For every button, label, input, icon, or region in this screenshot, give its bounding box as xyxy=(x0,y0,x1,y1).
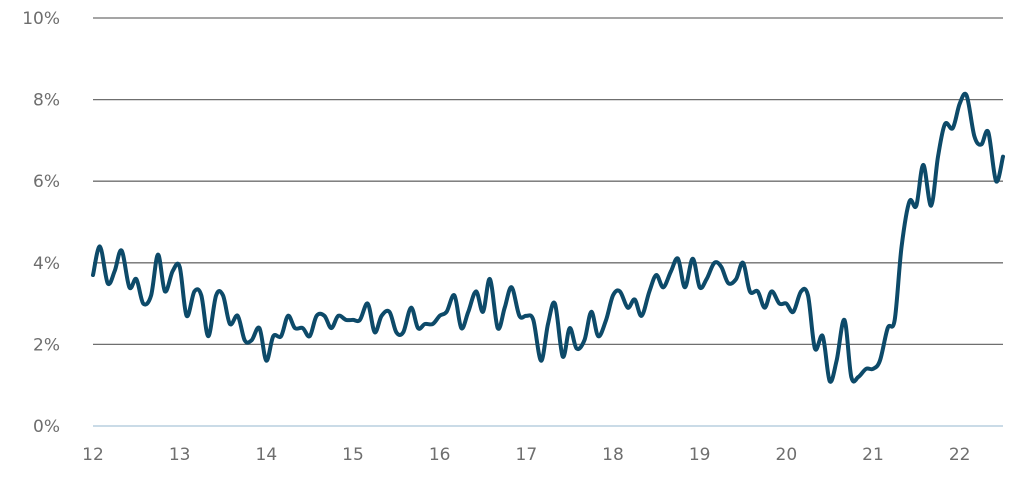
y-tick-label: 0% xyxy=(33,417,60,437)
x-tick-label: 16 xyxy=(429,445,451,465)
y-tick-label: 2% xyxy=(33,335,60,355)
x-tick-label: 20 xyxy=(776,445,798,465)
x-tick-label: 15 xyxy=(342,445,364,465)
x-tick-label: 17 xyxy=(516,445,538,465)
y-tick-label: 6% xyxy=(33,172,60,192)
series-layer xyxy=(91,91,1005,384)
x-tick-label: 19 xyxy=(689,445,711,465)
y-tick-label: 8% xyxy=(33,91,60,111)
x-tick-label: 14 xyxy=(256,445,278,465)
x-tick-label: 12 xyxy=(82,445,104,465)
x-tick-label: 21 xyxy=(862,445,884,465)
x-tick-label: 22 xyxy=(949,445,971,465)
y-axis-ticks: 0% 2% 4% 6% 8% 10% xyxy=(22,9,60,437)
gridlines xyxy=(93,17,1003,427)
x-tick-label: 13 xyxy=(169,445,191,465)
series-line-0 xyxy=(91,91,1005,384)
y-tick-label: 4% xyxy=(33,254,60,274)
x-axis-ticks: 12 13 14 15 16 17 18 19 20 21 22 xyxy=(82,445,970,465)
x-tick-label: 18 xyxy=(602,445,624,465)
y-tick-label: 10% xyxy=(22,9,60,29)
